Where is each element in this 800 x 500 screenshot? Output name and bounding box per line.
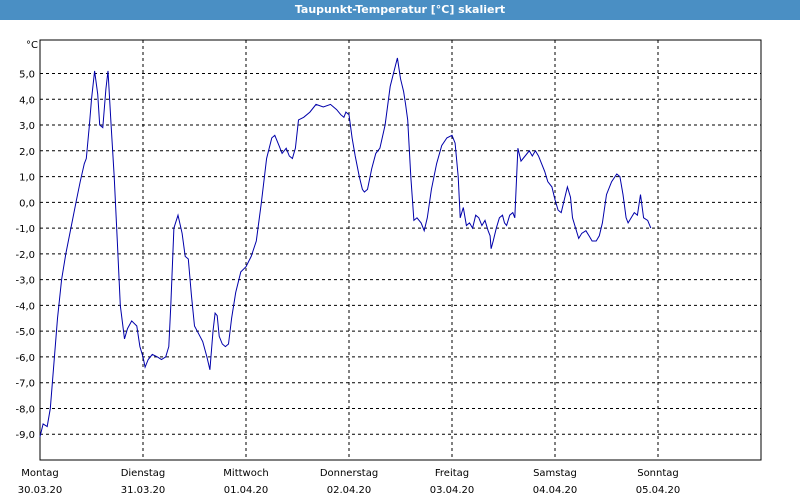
y-tick-label: 3,0 <box>19 121 35 132</box>
y-tick-label: 0,0 <box>19 198 35 209</box>
x-tick-labels: Montag 30.03.20 Dienstag 31.03.20 Mittwoch 01… <box>18 468 681 496</box>
x-tick-date: 04.04.20 <box>533 485 578 496</box>
x-tick-weekday: Montag <box>21 468 58 479</box>
y-tick-label: -8,0 <box>15 404 35 415</box>
x-tick-date: 01.04.20 <box>224 485 269 496</box>
y-tick-label: -2,0 <box>15 250 35 261</box>
y-tick-label: 4,0 <box>19 95 35 106</box>
y-tick-label: 1,0 <box>19 173 35 184</box>
y-tick-label: -3,0 <box>15 276 35 287</box>
y-tick-labels: 5,0 4,0 3,0 2,0 1,0 0,0 -1,0 -2,0 -3,0 -4,0 -5,0 -6… <box>15 69 35 441</box>
y-axis-unit: °C <box>26 40 38 51</box>
y-tick-label: -4,0 <box>15 301 35 312</box>
x-tick-weekday: Samstag <box>533 468 577 479</box>
x-tick-date: 31.03.20 <box>121 485 166 496</box>
x-tick-weekday: Sonntag <box>637 468 679 479</box>
y-tick-label: -6,0 <box>15 353 35 364</box>
x-tick-weekday: Mittwoch <box>223 468 268 479</box>
chart-title: Taupunkt-Temperatur [°C] skaliert <box>0 0 800 20</box>
x-tick-weekday: Freitag <box>435 468 469 479</box>
y-tick-label: -7,0 <box>15 379 35 390</box>
y-tick-label: -1,0 <box>15 224 35 235</box>
plot-frame <box>39 39 762 461</box>
x-tick-date: 05.04.20 <box>636 485 681 496</box>
y-tick-label: 5,0 <box>19 69 35 80</box>
y-tick-label: 2,0 <box>19 147 35 158</box>
x-tick-date: 03.04.20 <box>430 485 475 496</box>
x-tick-date: 30.03.20 <box>18 485 63 496</box>
series-line-dewpoint <box>39 57 652 437</box>
dewpoint-chart: °C 5,0 4,0 3,0 2,0 1,0 0,0 -1,0 -2,0 -3,0 -4,0 -5,… <box>15 39 762 496</box>
x-tick-weekday: Donnerstag <box>320 468 378 479</box>
grid <box>40 40 761 460</box>
y-tick-label: -5,0 <box>15 327 35 338</box>
y-tick-label: -9,0 <box>15 430 35 441</box>
x-tick-weekday: Dienstag <box>121 468 166 479</box>
x-tick-date: 02.04.20 <box>327 485 372 496</box>
